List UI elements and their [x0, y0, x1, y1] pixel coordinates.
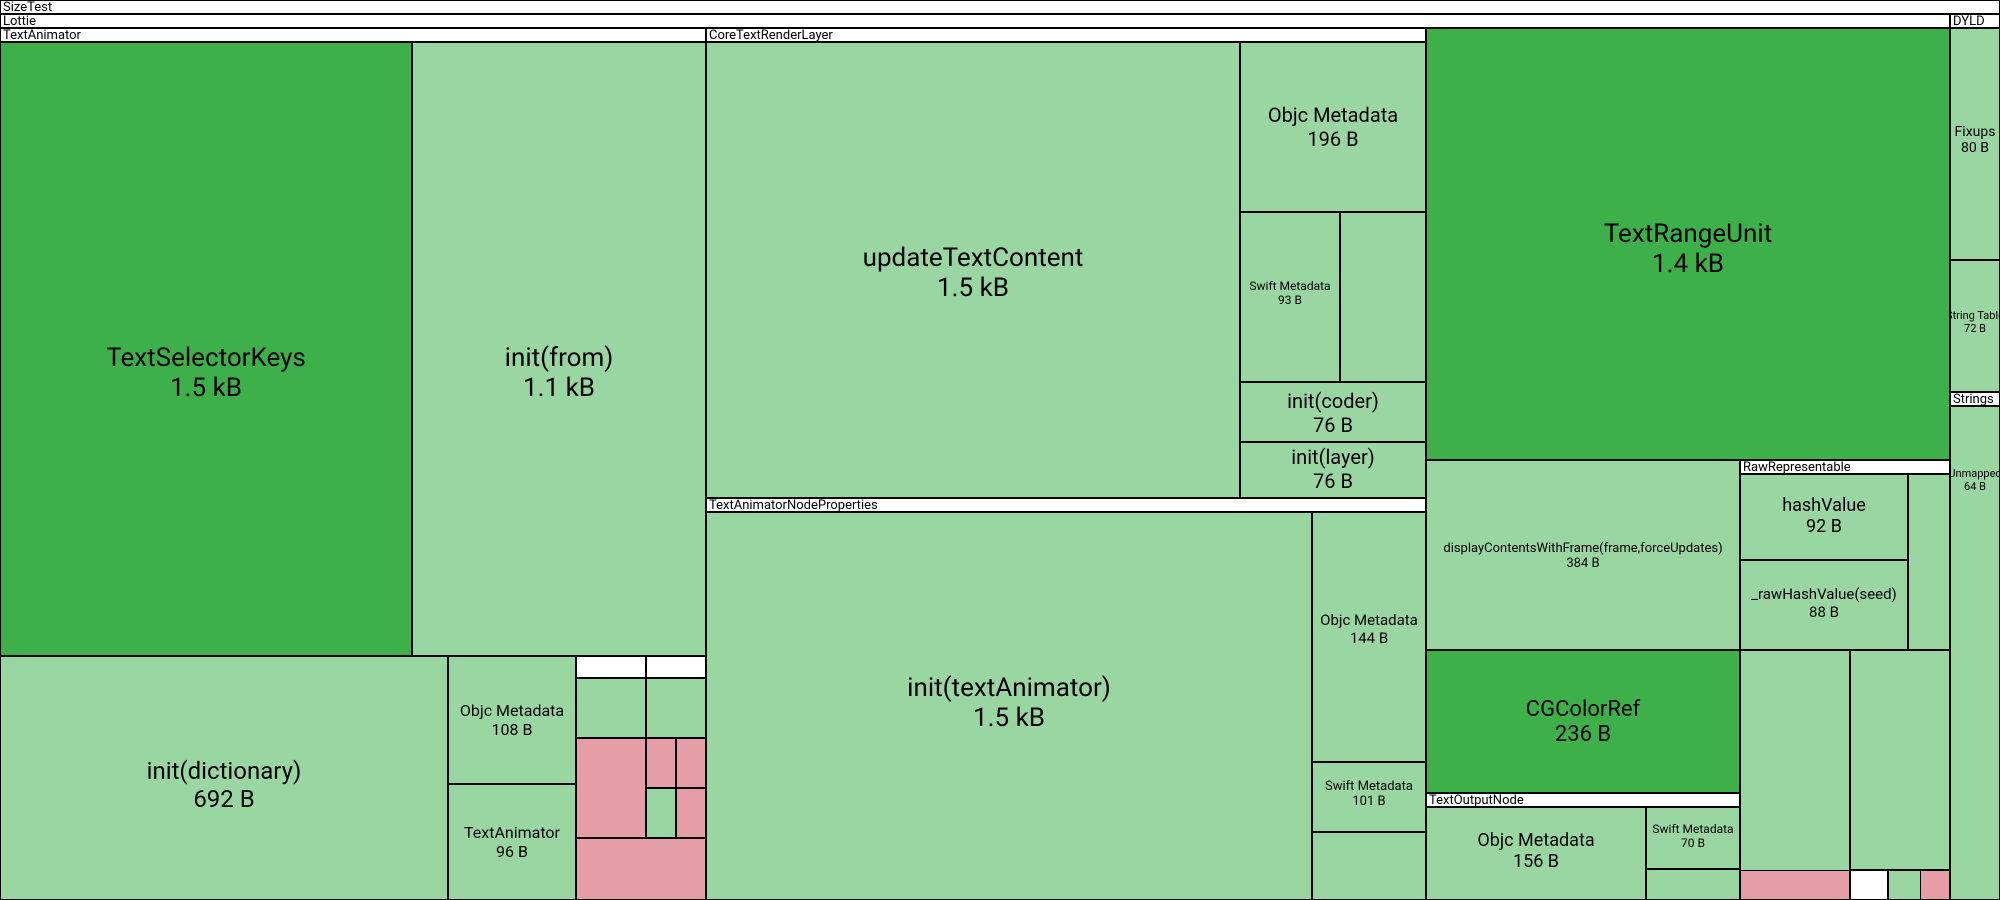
cell-size: 1.4 kB	[1652, 249, 1724, 279]
cell-size: 384 B	[1566, 556, 1599, 571]
cell-title: String Table	[1950, 309, 2000, 322]
group-header[interactable]: TextAnimator	[0, 28, 706, 42]
treemap-cell[interactable]: hashValue92 B	[1740, 474, 1908, 560]
treemap-cell[interactable]	[576, 656, 646, 678]
cell-title: TextSelectorKeys	[106, 343, 306, 373]
treemap-cell[interactable]	[1312, 832, 1426, 900]
group-header[interactable]: Strings	[1950, 392, 2000, 406]
cell-size: 144 B	[1350, 629, 1388, 647]
cell-size: 108 B	[492, 720, 533, 739]
treemap-cell[interactable]	[1646, 869, 1740, 900]
group-header[interactable]: CoreTextRenderLayer	[706, 28, 1426, 42]
treemap-cell[interactable]: displayContentsWithFrame(frame,forceUpda…	[1426, 460, 1740, 650]
group-header[interactable]: TextOutputNode	[1426, 793, 1740, 807]
group-header[interactable]: RawRepresentable	[1740, 460, 1950, 474]
cell-title: init(coder)	[1287, 389, 1379, 413]
cell-size: 76 B	[1313, 469, 1353, 493]
cell-size: 93 B	[1278, 293, 1302, 307]
cell-title: TextRangeUnit	[1604, 219, 1772, 249]
cell-title: init(layer)	[1291, 445, 1374, 469]
cell-size: 1.5 kB	[973, 703, 1045, 733]
cell-title: init(textAnimator)	[907, 673, 1111, 703]
cell-title: Fixups	[1955, 124, 1996, 140]
treemap-cell[interactable]	[646, 738, 676, 788]
treemap-cell[interactable]: Swift Metadata101 B	[1312, 762, 1426, 832]
cell-size: 76 B	[1313, 413, 1353, 437]
treemap-cell[interactable]	[676, 788, 706, 838]
treemap-cell[interactable]	[1740, 650, 1850, 900]
treemap-cell[interactable]: Swift Metadata93 B	[1240, 212, 1340, 382]
cell-title: Objc Metadata	[1477, 830, 1594, 851]
cell-size: 1.5 kB	[937, 273, 1009, 303]
cell-size: 88 B	[1809, 603, 1839, 621]
cell-title: displayContentsWithFrame(frame,forceUpda…	[1443, 541, 1722, 556]
treemap-cell[interactable]: updateTextContent1.5 kB	[706, 42, 1240, 498]
treemap-cell[interactable]	[1920, 870, 1950, 900]
treemap-cell[interactable]: init(coder)76 B	[1240, 382, 1426, 442]
cell-size: 101 B	[1352, 794, 1385, 809]
cell-size: 236 B	[1555, 722, 1611, 747]
cell-title: _rawHashValue(seed)	[1751, 585, 1897, 603]
cell-size: 1.5 kB	[170, 373, 242, 403]
cell-title: Swift Metadata	[1652, 822, 1733, 836]
cell-size: 80 B	[1961, 140, 1989, 156]
treemap-cell[interactable]: init(from)1.1 kB	[412, 42, 706, 656]
treemap-cell[interactable]: Objc Metadata156 B	[1426, 807, 1646, 900]
treemap-cell[interactable]	[1908, 474, 1950, 650]
treemap-cell[interactable]: TextRangeUnit1.4 kB	[1426, 28, 1950, 460]
treemap-cell[interactable]: init(textAnimator)1.5 kB	[706, 512, 1312, 900]
cell-title: CGColorRef	[1526, 697, 1640, 722]
treemap-cell[interactable]	[646, 788, 676, 838]
treemap-cell[interactable]: TextAnimator96 B	[448, 784, 576, 900]
group-header[interactable]: Lottie	[0, 14, 1950, 28]
cell-size: 1.1 kB	[523, 373, 595, 403]
treemap-cell[interactable]: String Table72 B	[1950, 260, 2000, 392]
group-header[interactable]: TextAnimatorNodeProperties	[706, 498, 1426, 512]
treemap-cell[interactable]: Objc Metadata108 B	[448, 656, 576, 784]
group-header[interactable]: DYLD	[1950, 14, 2000, 28]
treemap-cell[interactable]: init(dictionary)692 B	[0, 656, 448, 900]
cell-size: 70 B	[1681, 836, 1705, 850]
cell-size: 72 B	[1964, 322, 1986, 335]
treemap-cell[interactable]: Swift Metadata70 B	[1646, 807, 1740, 869]
cell-title: Swift Metadata	[1249, 279, 1330, 293]
cell-title: TextAnimator	[464, 823, 560, 842]
treemap-cell[interactable]	[1850, 870, 1888, 900]
cell-size: 156 B	[1513, 851, 1559, 872]
treemap-cell[interactable]	[1850, 650, 1950, 870]
treemap-cell[interactable]	[1740, 870, 1850, 900]
cell-title: Objc Metadata	[1320, 611, 1418, 629]
treemap-cell[interactable]: init(layer)76 B	[1240, 442, 1426, 498]
cell-size: 196 B	[1307, 127, 1358, 151]
cell-title: updateTextContent	[863, 243, 1084, 273]
treemap-cell[interactable]: Unmapped64 B	[1950, 406, 2000, 900]
cell-title: hashValue	[1782, 495, 1866, 516]
treemap-cell[interactable]	[576, 738, 646, 838]
treemap-cell[interactable]: Objc Metadata144 B	[1312, 512, 1426, 762]
treemap-cell[interactable]: Objc Metadata196 B	[1240, 42, 1426, 212]
group-header[interactable]: SizeTest	[0, 0, 2000, 14]
treemap-cell[interactable]	[576, 838, 706, 900]
treemap-cell[interactable]	[1340, 212, 1426, 382]
cell-size: 96 B	[496, 842, 528, 861]
treemap-cell[interactable]: _rawHashValue(seed)88 B	[1740, 560, 1908, 650]
cell-size: 64 B	[1964, 480, 1986, 493]
treemap-cell[interactable]: Fixups80 B	[1950, 28, 2000, 260]
treemap-cell[interactable]: TextSelectorKeys1.5 kB	[0, 42, 412, 656]
treemap-cell[interactable]	[676, 738, 706, 788]
cell-title: init(from)	[505, 343, 614, 373]
cell-title: Objc Metadata	[460, 701, 564, 720]
treemap-cell[interactable]	[646, 678, 706, 738]
cell-title: init(dictionary)	[147, 757, 302, 785]
treemap-cell[interactable]: CGColorRef236 B	[1426, 650, 1740, 793]
cell-size: 692 B	[193, 785, 254, 813]
cell-title: Unmapped	[1950, 467, 2000, 480]
treemap-cell[interactable]	[576, 678, 646, 738]
treemap-cell[interactable]	[646, 656, 706, 678]
cell-size: 92 B	[1806, 516, 1842, 537]
cell-title: Swift Metadata	[1325, 779, 1413, 794]
cell-title: Objc Metadata	[1268, 103, 1398, 127]
